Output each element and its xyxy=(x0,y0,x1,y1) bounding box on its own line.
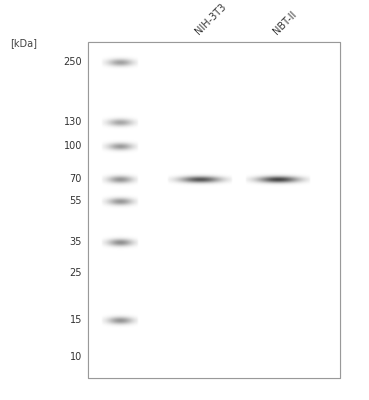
Text: 250: 250 xyxy=(63,57,82,67)
Text: [kDa]: [kDa] xyxy=(10,38,37,48)
Text: NBT-II: NBT-II xyxy=(271,9,298,36)
Text: 130: 130 xyxy=(63,117,82,127)
Text: NIH-3T3: NIH-3T3 xyxy=(193,1,228,36)
Text: 70: 70 xyxy=(70,174,82,184)
Text: 25: 25 xyxy=(69,268,82,278)
Bar xyxy=(88,42,340,378)
Text: 55: 55 xyxy=(69,196,82,206)
Text: 35: 35 xyxy=(70,238,82,248)
Bar xyxy=(88,42,340,378)
Text: 100: 100 xyxy=(63,141,82,151)
Text: 10: 10 xyxy=(70,352,82,362)
Text: 15: 15 xyxy=(70,315,82,325)
